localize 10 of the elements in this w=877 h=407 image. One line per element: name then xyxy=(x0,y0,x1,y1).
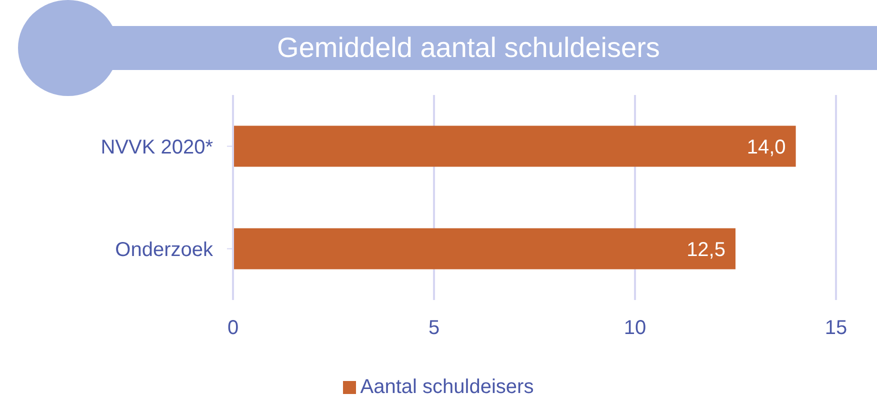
chart-title: Gemiddeld aantal schuldeisers xyxy=(277,32,660,64)
y-tick-label: Onderzoek xyxy=(115,238,214,261)
x-tick-label: 5 xyxy=(428,317,440,340)
y-tick-label: NVVK 2020* xyxy=(100,136,214,158)
data-label: 12,5 xyxy=(686,238,726,261)
x-tick-label: 15 xyxy=(824,317,848,340)
legend-label: Aantal schuldeisers xyxy=(359,376,534,399)
x-tick-label: 0 xyxy=(227,317,239,340)
data-label: 14,0 xyxy=(746,136,786,158)
x-tick-label: 10 xyxy=(624,317,646,340)
